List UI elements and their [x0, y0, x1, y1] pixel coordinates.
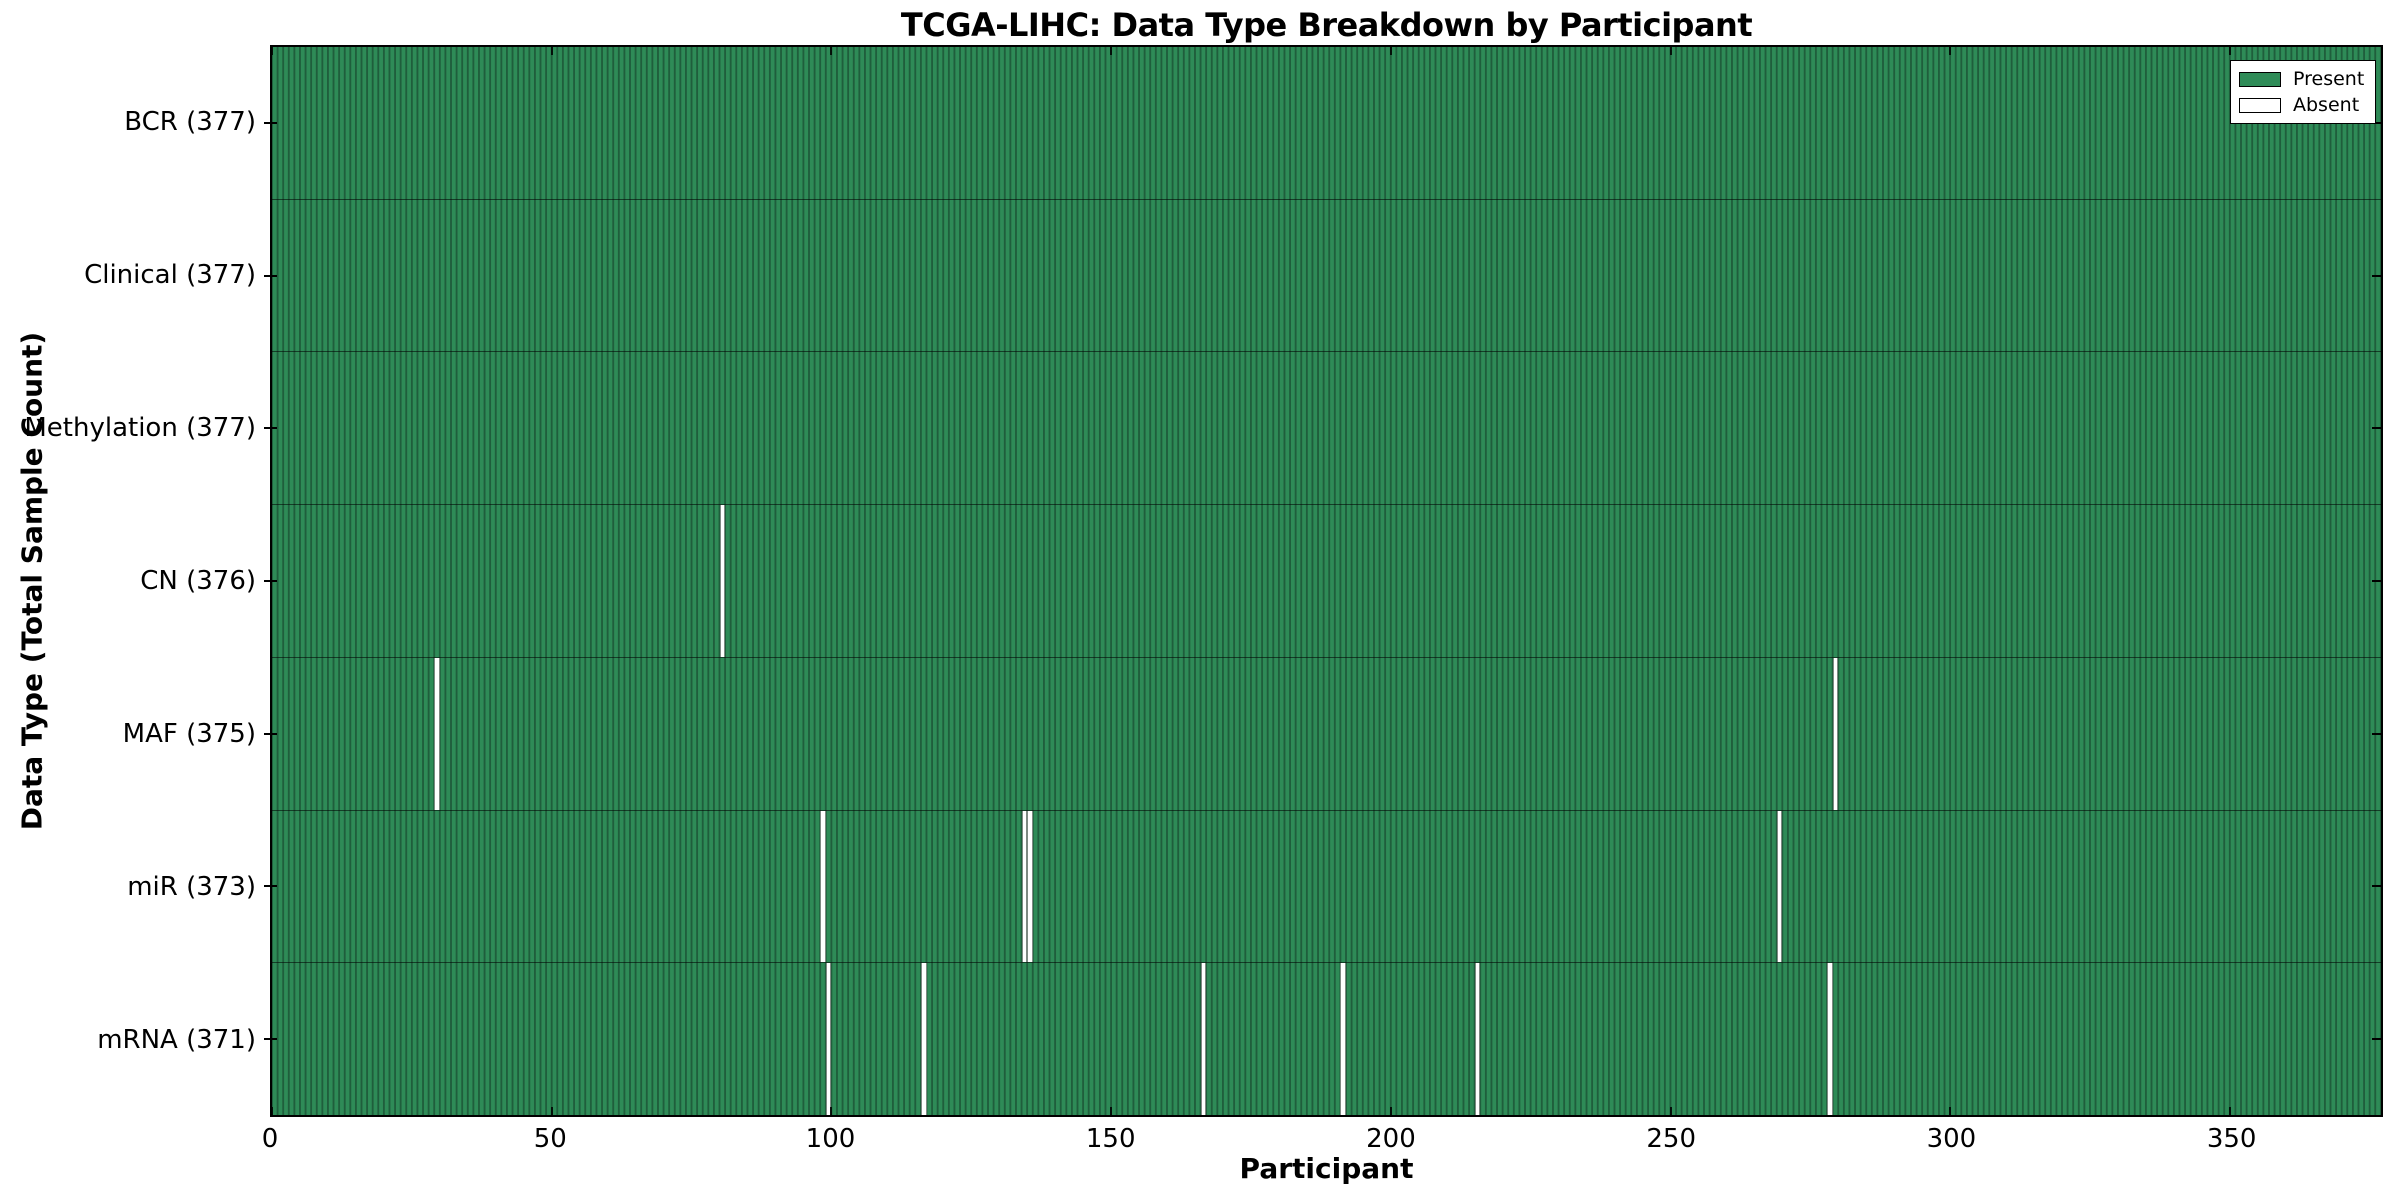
ytick-mark-right	[2372, 580, 2381, 582]
ytick-label-BCR: BCR (377)	[124, 106, 256, 137]
xtick-mark-top-150	[1110, 47, 1113, 55]
data-row-miR	[272, 809, 2381, 963]
legend-label-present: Present	[2293, 67, 2365, 90]
data-row-BCR	[272, 47, 2381, 199]
absent-gap-mRNA-191	[1340, 963, 1347, 1116]
xtick-mark-bottom-50	[550, 1107, 553, 1115]
xtick-label-50: 50	[533, 1124, 567, 1154]
ytick-mark-left	[264, 885, 277, 888]
xtick-mark-bottom-350	[2228, 1107, 2231, 1115]
absent-gap-mRNA-116	[920, 963, 927, 1116]
absent-gap-mRNA-166	[1200, 963, 1207, 1116]
ytick-mark-right	[2372, 122, 2381, 125]
ytick-mark-left	[264, 427, 277, 430]
data-row-mRNA	[272, 962, 2381, 1116]
data-row-MAF	[272, 656, 2381, 810]
ytick-label-miR: miR (373)	[127, 872, 256, 903]
present-swatch-icon	[2239, 71, 2281, 87]
data-row-Clinical	[272, 198, 2381, 352]
ytick-mark-left	[264, 274, 277, 277]
xtick-label-300: 300	[1926, 1124, 1977, 1154]
xtick-label-200: 200	[1366, 1124, 1416, 1154]
ytick-label-mRNA: mRNA (371)	[97, 1025, 256, 1056]
absent-gap-miR-98	[820, 810, 826, 963]
absent-gap-miR-134	[1021, 810, 1028, 963]
legend-item-absent: Absent	[2239, 93, 2367, 117]
xtick-mark-top-300	[1949, 47, 1952, 55]
xtick-label-350: 350	[2206, 1124, 2257, 1154]
ytick-label-Methylation: Methylation (377)	[24, 412, 256, 443]
absent-gap-mRNA-99	[825, 963, 832, 1116]
absent-gap-MAF-29	[434, 657, 440, 810]
xtick-mark-top-50	[550, 47, 553, 55]
absent-gap-mRNA-278	[1827, 963, 1833, 1116]
xtick-labels: 0 50 100 150 200 250 300 350	[262, 1124, 2383, 1159]
chart-title: TCGA-LIHC: Data Type Breakdown by Partic…	[900, 6, 1753, 44]
xtick-mark-top-350	[2228, 47, 2231, 55]
legend-label-absent: Absent	[2293, 93, 2360, 116]
x-axis-label: Participant	[1239, 1152, 1414, 1185]
rows-layer	[272, 47, 2381, 1116]
xtick-label-150: 150	[1085, 1124, 1136, 1154]
ytick-mark-right	[2372, 885, 2381, 888]
xtick-label-0: 0	[261, 1124, 279, 1154]
ytick-mark-left	[264, 122, 277, 125]
absent-gap-MAF-279	[1832, 657, 1839, 810]
data-row-CN	[272, 504, 2381, 657]
xtick-mark-bottom-250	[1669, 1107, 1672, 1115]
absent-swatch-icon	[2239, 97, 2281, 113]
xtick-mark-top-0	[271, 47, 273, 55]
ytick-mark-left	[264, 580, 277, 582]
xtick-mark-bottom-300	[1949, 1107, 1952, 1115]
ytick-mark-left	[264, 1037, 277, 1040]
ytick-mark-left	[264, 732, 277, 735]
absent-gap-miR-269	[1776, 810, 1783, 963]
xtick-mark-bottom-100	[830, 1107, 833, 1115]
ytick-mark-right	[2372, 732, 2381, 735]
ytick-label-Clinical: Clinical (377)	[84, 259, 256, 290]
absent-gap-mRNA-215	[1474, 963, 1481, 1116]
ytick-labels: BCR (377) Clinical (377) Methylation (377)…	[0, 45, 256, 1117]
legend: Present Absent	[2230, 60, 2376, 124]
data-row-Methylation	[272, 351, 2381, 505]
xtick-mark-bottom-150	[1110, 1107, 1113, 1115]
xtick-mark-top-250	[1669, 47, 1672, 55]
xtick-mark-bottom-0	[271, 1107, 273, 1115]
xtick-mark-top-200	[1389, 47, 1392, 55]
xtick-label-100: 100	[805, 1124, 856, 1154]
xtick-mark-top-100	[830, 47, 833, 55]
ytick-label-MAF: MAF (375)	[122, 719, 256, 750]
ytick-label-CN: CN (376)	[140, 566, 256, 596]
absent-gap-CN-80	[719, 505, 726, 657]
ytick-mark-right	[2372, 1037, 2381, 1040]
legend-item-present: Present	[2239, 67, 2367, 91]
ytick-mark-right	[2372, 274, 2381, 277]
xtick-mark-bottom-200	[1389, 1107, 1392, 1115]
xtick-label-250: 250	[1646, 1124, 1697, 1154]
ytick-mark-right	[2372, 427, 2381, 430]
absent-gap-miR-135	[1027, 810, 1033, 963]
plot-area: Present Absent	[264, 45, 2383, 1117]
